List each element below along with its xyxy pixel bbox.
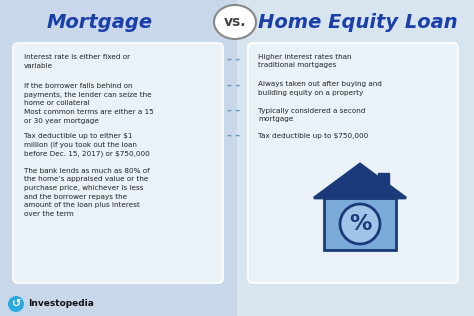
- Text: Typically considered a second
mortgage: Typically considered a second mortgage: [258, 108, 365, 123]
- Text: Mortgage: Mortgage: [47, 13, 153, 32]
- Text: Interest rate is either fixed or
variable: Interest rate is either fixed or variabl…: [24, 54, 130, 69]
- Text: vs.: vs.: [224, 15, 246, 29]
- FancyBboxPatch shape: [13, 43, 223, 283]
- Text: – –: – –: [228, 81, 241, 91]
- Bar: [0, 0, 237, 316]
- Text: Tax deductible up to either $1
million (if you took out the loan
before Dec. 15,: Tax deductible up to either $1 million (…: [24, 133, 150, 157]
- Polygon shape: [314, 164, 406, 198]
- Text: Investopedia: Investopedia: [28, 300, 94, 308]
- Text: Home Equity Loan: Home Equity Loan: [258, 13, 458, 32]
- Text: – –: – –: [228, 106, 241, 116]
- Text: The bank lends as much as 80% of
the home’s appraised value or the
purchase pric: The bank lends as much as 80% of the hom…: [24, 168, 150, 216]
- Circle shape: [8, 296, 24, 312]
- Text: ↺: ↺: [11, 299, 21, 309]
- FancyBboxPatch shape: [378, 173, 389, 193]
- Text: Higher interest rates than
traditional mortgages: Higher interest rates than traditional m…: [258, 54, 352, 69]
- Text: – –: – –: [228, 55, 241, 65]
- Text: %: %: [349, 214, 371, 234]
- Text: Most common terms are either a 15
or 30 year mortgage: Most common terms are either a 15 or 30 …: [24, 109, 154, 124]
- Text: Tax deductible up to $750,000: Tax deductible up to $750,000: [258, 133, 368, 139]
- Ellipse shape: [214, 5, 256, 39]
- Text: Always taken out after buying and
building equity on a property: Always taken out after buying and buildi…: [258, 81, 382, 95]
- FancyBboxPatch shape: [248, 43, 458, 283]
- FancyBboxPatch shape: [324, 198, 396, 250]
- Bar: [237, 0, 474, 316]
- Text: – –: – –: [228, 131, 241, 141]
- Text: If the borrower falls behind on
payments, the lender can seize the
home or colla: If the borrower falls behind on payments…: [24, 83, 152, 106]
- Circle shape: [340, 204, 380, 244]
